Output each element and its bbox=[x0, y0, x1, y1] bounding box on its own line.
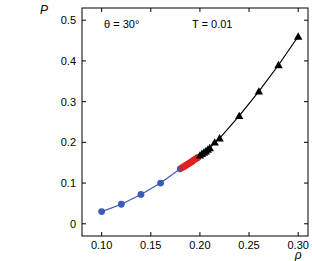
point bbox=[118, 201, 125, 208]
y-tick bbox=[82, 60, 86, 61]
x-tick bbox=[298, 232, 299, 236]
y-tick bbox=[304, 142, 308, 143]
series-line bbox=[102, 169, 181, 212]
y-tick-label: 0.1 bbox=[61, 177, 76, 189]
x-tick bbox=[298, 8, 299, 12]
point bbox=[235, 112, 243, 119]
plot-frame bbox=[82, 8, 308, 236]
y-tick bbox=[304, 20, 308, 21]
point bbox=[98, 208, 105, 215]
y-tick-label: 0.4 bbox=[61, 55, 76, 67]
chart: 0.100.150.200.250.3000.10.20.30.40.5ρPθ … bbox=[0, 0, 312, 261]
y-tick-label: 0 bbox=[70, 218, 76, 230]
point bbox=[294, 32, 302, 39]
x-tick bbox=[150, 8, 151, 12]
y-tick bbox=[82, 20, 86, 21]
x-tick bbox=[101, 232, 102, 236]
y-axis-label: P bbox=[40, 3, 48, 17]
annotation: θ = 30° bbox=[104, 18, 139, 30]
y-tick-label: 0.3 bbox=[61, 96, 76, 108]
x-tick-label: 0.15 bbox=[140, 239, 161, 251]
y-tick bbox=[82, 142, 86, 143]
point bbox=[274, 61, 282, 68]
plot-area bbox=[98, 32, 302, 215]
x-tick bbox=[199, 232, 200, 236]
x-tick-label: 0.10 bbox=[91, 239, 112, 251]
x-tick bbox=[199, 8, 200, 12]
y-tick bbox=[304, 223, 308, 224]
y-tick bbox=[82, 183, 86, 184]
x-tick-label: 0.25 bbox=[238, 239, 259, 251]
x-tick-label: 0.20 bbox=[189, 239, 210, 251]
y-tick-label: 0.5 bbox=[61, 14, 76, 26]
point bbox=[255, 87, 263, 94]
x-axis-label: ρ bbox=[294, 248, 302, 261]
x-tick bbox=[150, 232, 151, 236]
y-tick bbox=[82, 101, 86, 102]
annotation: T = 0.01 bbox=[192, 18, 232, 30]
y-tick bbox=[304, 60, 308, 61]
y-tick bbox=[304, 183, 308, 184]
y-tick bbox=[304, 101, 308, 102]
point bbox=[138, 191, 145, 198]
y-tick bbox=[82, 223, 86, 224]
series-line bbox=[200, 37, 298, 156]
x-tick bbox=[249, 8, 250, 12]
point bbox=[157, 180, 164, 187]
x-tick bbox=[101, 8, 102, 12]
y-tick-label: 0.2 bbox=[61, 136, 76, 148]
point bbox=[215, 134, 223, 141]
x-tick bbox=[249, 232, 250, 236]
